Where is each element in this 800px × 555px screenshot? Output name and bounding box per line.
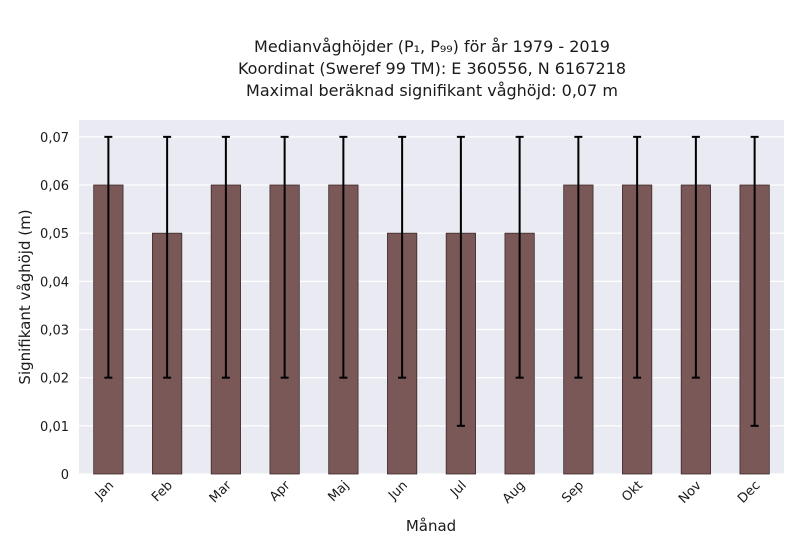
error-bars xyxy=(104,135,759,427)
y-tick-label: 0,01 xyxy=(40,420,69,435)
x-tick-label-feb: Feb xyxy=(149,478,176,505)
error-bar-okt xyxy=(633,135,642,379)
error-bar-jun xyxy=(398,135,407,379)
chart-title-line-1: Medianvåghöjder (P₁, P₉₉) för år 1979 - … xyxy=(254,37,610,56)
error-bar-jul xyxy=(456,135,465,427)
error-bar-aug xyxy=(515,135,524,379)
x-tick-label-dec: Dec xyxy=(735,478,763,506)
error-bar-dec xyxy=(750,135,759,427)
x-tick-label-jun: Jun xyxy=(385,478,411,504)
y-tick-label: 0,07 xyxy=(40,131,69,146)
y-tick-label: 0,06 xyxy=(40,179,69,194)
x-tick-label-jan: Jan xyxy=(92,478,117,503)
y-tick-labels: 0 0,01 0,02 0,03 0,04 0,05 0,06 0,07 xyxy=(40,131,69,483)
error-bar-nov xyxy=(691,135,700,379)
y-tick-label: 0,02 xyxy=(40,372,69,387)
x-tick-label-okt: Okt xyxy=(619,478,646,505)
x-tick-label-nov: Nov xyxy=(676,478,705,507)
error-bar-jan xyxy=(104,135,113,379)
y-tick-label: 0,05 xyxy=(40,227,69,242)
chart-title-line-2: Koordinat (Sweref 99 TM): E 360556, N 61… xyxy=(238,59,626,78)
x-tick-label-sep: Sep xyxy=(559,478,587,506)
error-bar-apr xyxy=(280,135,289,379)
error-bar-mar xyxy=(221,135,230,379)
x-tick-label-apr: Apr xyxy=(267,478,294,505)
x-tick-labels: Jan Feb Mar Apr Maj Jun Jul Aug Sep Okt Nov Dec xyxy=(92,478,764,507)
x-tick-label-aug: Aug xyxy=(500,478,529,507)
grid-lines xyxy=(79,136,784,475)
x-axis-label: Månad xyxy=(406,517,456,535)
x-tick-label-jul: Jul xyxy=(447,478,469,500)
error-bar-feb xyxy=(163,135,172,379)
x-tick-label-mar: Mar xyxy=(207,478,235,506)
error-bar-sep xyxy=(574,135,583,379)
chart-title-line-3: Maximal beräknad signifikant våghöjd: 0,… xyxy=(246,81,618,100)
y-tick-label: 0,04 xyxy=(40,275,69,290)
y-tick-label: 0 xyxy=(61,468,69,483)
x-tick-label-maj: Maj xyxy=(325,478,352,505)
y-tick-label: 0,03 xyxy=(40,324,69,339)
error-bar-maj xyxy=(339,135,348,379)
y-axis-label: Signifikant våghöjd (m) xyxy=(16,209,34,384)
plot-area xyxy=(79,120,784,474)
